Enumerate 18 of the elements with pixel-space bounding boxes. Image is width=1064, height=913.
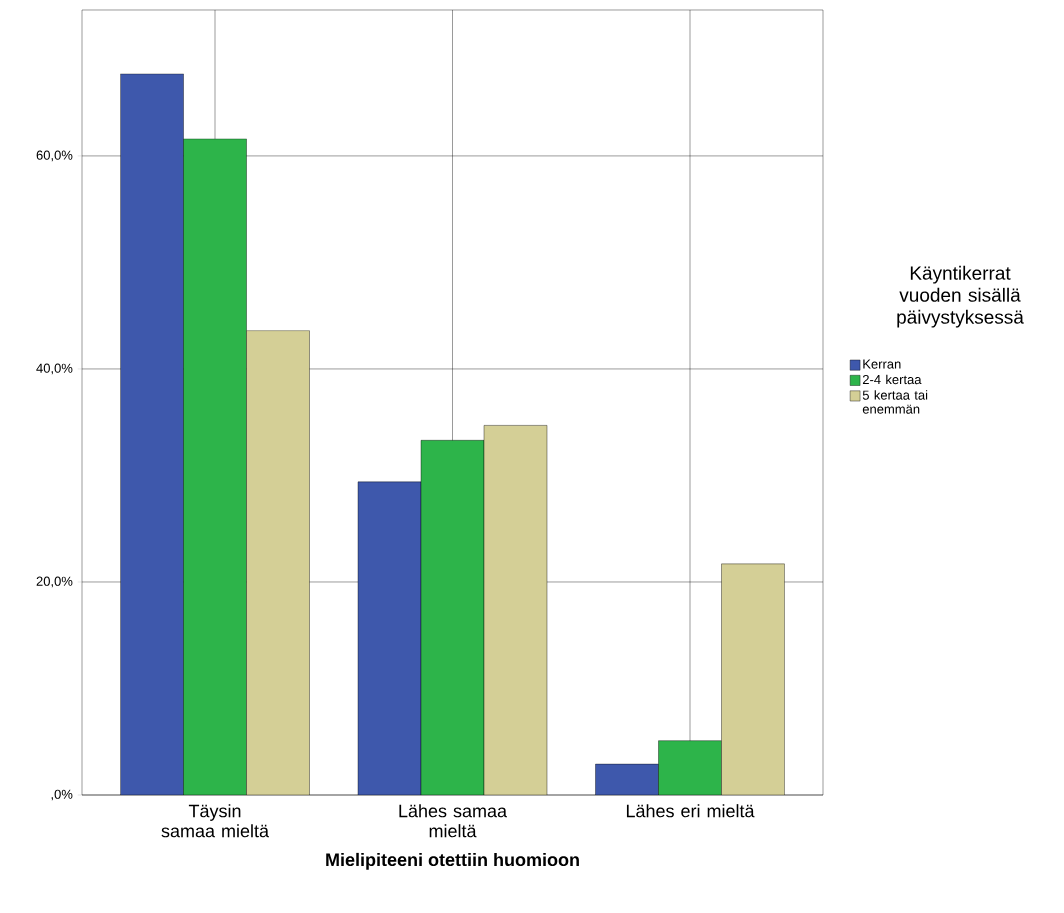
y-tick-label: 40,0% bbox=[36, 363, 73, 375]
legend-label: 2-4 kertaa bbox=[862, 374, 922, 385]
bar bbox=[183, 138, 247, 795]
y-tick-label: 60,0% bbox=[36, 150, 73, 162]
bar bbox=[595, 763, 659, 795]
bar bbox=[420, 440, 485, 795]
bar bbox=[357, 481, 422, 795]
x-tick-label: Lähes eri mieltä bbox=[626, 804, 755, 818]
x-axis-title: Mielipiteeni otettiin huomioon bbox=[326, 852, 579, 870]
legend-title: Käyntikerrat vuoden sisällä päivystyksessä bbox=[897, 265, 1024, 328]
bar bbox=[120, 73, 184, 795]
x-tick-label: Täysin samaa mieltä bbox=[161, 804, 269, 838]
x-tick-label: Lähes samaa mieltä bbox=[399, 804, 508, 838]
legend-label: Kerran bbox=[863, 359, 901, 369]
y-tick-label: 20,0% bbox=[36, 576, 73, 588]
legend-label: 5 kertaa tai enemmän bbox=[862, 390, 928, 414]
bar bbox=[658, 740, 722, 795]
y-tick-label: ,0% bbox=[51, 789, 73, 801]
